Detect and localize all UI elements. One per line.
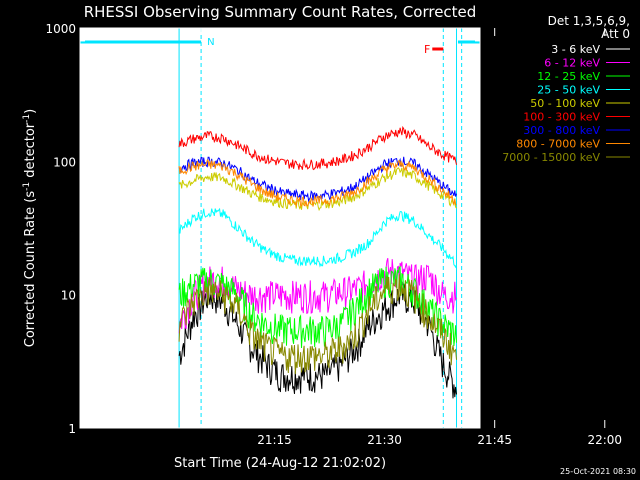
detector-line1: Det 1,3,5,6,9, [548,14,630,28]
legend-label: 50 - 100 keV [530,97,600,110]
y-tick-label: 100 [53,155,76,169]
series-line [178,159,457,208]
y-axis-label: Corrected Count Rate (s-1 detector-1) [22,109,38,347]
series-line [178,167,457,212]
x-tick-label: 21:45 [477,433,512,447]
series-line [178,274,457,375]
legend-label: 12 - 25 keV [537,70,600,83]
plot-area [80,28,480,428]
x-axis-label: Start Time (24-Aug-12 21:02:02) [174,456,386,471]
y-tick-label: 10 [61,289,76,303]
y-axis-label-main: Corrected Count Rate (s [23,191,38,348]
chart-title: RHESSI Observing Summary Count Rates, Co… [84,3,477,21]
legend-label: 100 - 300 keV [523,111,600,124]
detector-line2: Att 0 [601,27,630,41]
y-tick-label: 1000 [45,22,76,36]
legend-label: 7000 - 15000 keV [502,151,600,164]
timestamp: 25-Oct-2021 08:30 [560,467,636,476]
y-axis-label-end: ) [23,109,38,114]
plot-frame [79,27,481,429]
legend-label: 300 - 800 keV [523,124,600,137]
y-axis: 1 10 100 1000 [45,22,480,436]
flare-label: F [424,43,430,56]
series-line [178,207,457,269]
night-label: N [207,37,214,48]
y-axis-label-sup1: -1 [22,182,32,191]
x-tick-label: 21:15 [257,433,292,447]
series-layer [178,125,457,399]
series-line [178,125,457,171]
y-axis-label-mid: detector [23,122,38,182]
legend-label: 3 - 6 keV [551,43,600,56]
y-tick-label: 1 [68,422,76,436]
legend-label: 25 - 50 keV [537,84,600,97]
x-tick-label: 21:30 [367,433,402,447]
series-line [178,265,457,349]
legend-label: 800 - 7000 keV [516,138,600,151]
x-tick-label: 22:00 [587,433,622,447]
legend-label: 6 - 12 keV [544,57,600,70]
y-axis-label-sup2: -1 [22,114,32,123]
